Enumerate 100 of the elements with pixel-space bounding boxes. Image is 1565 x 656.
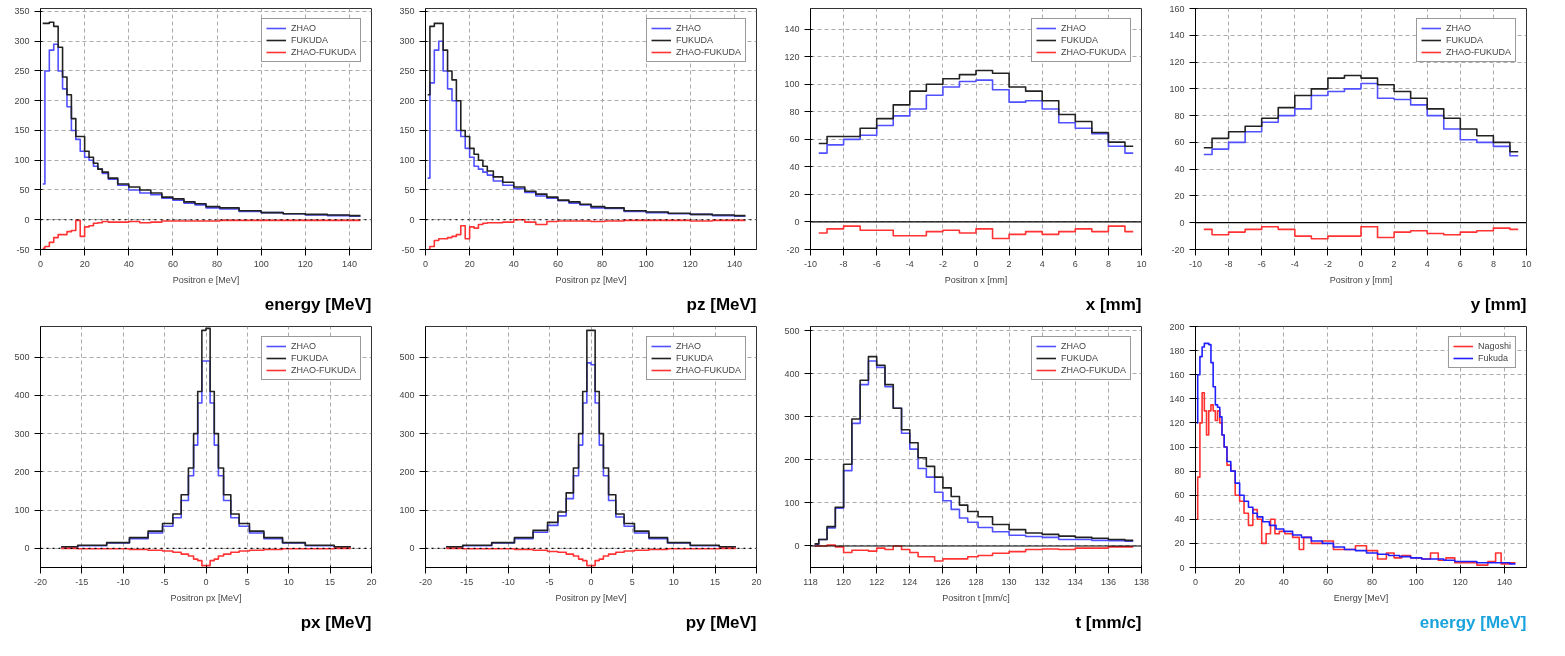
x-tick-label: 40 xyxy=(123,258,134,269)
y-tick-label: 0 xyxy=(24,214,30,225)
x-tick-label: -10 xyxy=(116,576,130,587)
y-tick-label: 100 xyxy=(14,505,30,516)
x-tick-label: 122 xyxy=(869,576,885,587)
y-tick-label: 140 xyxy=(1169,393,1185,404)
y-tick-label: 40 xyxy=(1174,164,1185,175)
y-tick-label: 80 xyxy=(789,106,800,117)
legend-label: ZHAO-FUKUDA xyxy=(1061,47,1126,57)
legend-label: ZHAO-FUKUDA xyxy=(1061,365,1126,375)
y-tick-label: 20 xyxy=(1174,538,1185,549)
x-tick-label: 0 xyxy=(1193,576,1199,587)
y-tick-label: 150 xyxy=(399,125,415,136)
y-tick-label: 60 xyxy=(789,134,800,145)
y-tick-label: 200 xyxy=(784,454,800,465)
y-tick-label: 100 xyxy=(399,505,415,516)
x-tick-label: 60 xyxy=(167,258,178,269)
y-tick-label: 120 xyxy=(1169,57,1185,68)
x-tick-label: -10 xyxy=(1189,258,1203,269)
y-tick-label: 0 xyxy=(409,543,415,554)
y-tick-label: 200 xyxy=(14,95,30,106)
text: y [mm] xyxy=(1470,294,1527,314)
x-tick-label: 120 xyxy=(836,576,852,587)
legend-label: ZHAO xyxy=(291,23,317,33)
x-tick-label: -15 xyxy=(460,576,474,587)
y-tick-label: 160 xyxy=(1169,369,1185,380)
text: x [mm] xyxy=(1085,294,1142,314)
x-tick-label: 0 xyxy=(1358,258,1364,269)
x-tick-label: 138 xyxy=(1133,576,1150,587)
x-tick-label: 10 xyxy=(1136,258,1147,269)
y-tick-label: 300 xyxy=(14,428,30,439)
x-tick-label: 0 xyxy=(973,258,979,269)
x-axis-title: Positron pz [MeV] xyxy=(555,274,627,285)
x-tick-label: 132 xyxy=(1034,576,1050,587)
y-tick-label: 100 xyxy=(399,155,415,166)
x-tick-label: 20 xyxy=(751,576,762,587)
legend-label: ZHAO xyxy=(1446,23,1472,33)
y-tick-label: 180 xyxy=(1169,345,1185,356)
text: energy [MeV] xyxy=(1419,612,1527,632)
legend-label: ZHAO-FUKUDA xyxy=(676,47,741,57)
x-tick-label: 10 xyxy=(668,576,679,587)
y-tick-label: 50 xyxy=(19,184,30,195)
y-tick-label: 250 xyxy=(399,65,415,76)
x-tick-label: 130 xyxy=(1001,576,1017,587)
x-axis-title: Positron y [mm] xyxy=(1329,274,1393,285)
x-tick-label: 5 xyxy=(244,576,250,587)
legend-label: ZHAO-FUKUDA xyxy=(1446,47,1511,57)
x-tick-label: -6 xyxy=(1257,258,1266,269)
x-tick-label: -2 xyxy=(938,258,947,269)
legend-label: FUKUDA xyxy=(1061,35,1099,45)
x-tick-label: 140 xyxy=(341,258,357,269)
legend-label: ZHAO-FUKUDA xyxy=(291,47,356,57)
x-tick-label: 4 xyxy=(1039,258,1045,269)
y-tick-label: 20 xyxy=(789,189,800,200)
x-tick-label: 124 xyxy=(902,576,918,587)
y-tick-label: 120 xyxy=(1169,417,1185,428)
x-tick-label: 40 xyxy=(1278,576,1289,587)
x-axis-title: Positron px [MeV] xyxy=(170,592,242,603)
x-tick-label: 80 xyxy=(212,258,223,269)
y-tick-label: 100 xyxy=(784,79,800,90)
y-tick-label: 500 xyxy=(784,325,800,336)
y-tick-label: 0 xyxy=(794,540,800,551)
y-tick-label: 140 xyxy=(784,24,800,35)
x-axis-title: Positron x [mm] xyxy=(944,274,1008,285)
x-tick-label: 4 xyxy=(1424,258,1430,269)
y-tick-label: 300 xyxy=(14,36,30,47)
x-tick-label: 15 xyxy=(325,576,336,587)
legend-label: ZHAO xyxy=(676,23,702,33)
x-tick-label: 136 xyxy=(1100,576,1116,587)
text: pz [MeV] xyxy=(686,294,757,314)
x-tick-label: 20 xyxy=(1234,576,1245,587)
legend-label: ZHAO-FUKUDA xyxy=(676,365,741,375)
x-tick-label: 20 xyxy=(464,258,475,269)
x-tick-label: 10 xyxy=(283,576,294,587)
x-tick-label: 2 xyxy=(1006,258,1012,269)
legend-label: FUKUDA xyxy=(1061,353,1099,363)
x-tick-label: 100 xyxy=(1408,576,1424,587)
y-tick-label: 0 xyxy=(1179,217,1185,228)
legend-label: ZHAO-FUKUDA xyxy=(291,365,356,375)
y-tick-label: 500 xyxy=(14,352,30,363)
x-tick-label: 140 xyxy=(726,258,742,269)
y-tick-label: 100 xyxy=(14,155,30,166)
x-tick-label: 140 xyxy=(1496,576,1512,587)
x-axis-title: Positron t [mm/c] xyxy=(942,592,1010,603)
y-tick-label: -20 xyxy=(786,244,800,255)
x-tick-label: 134 xyxy=(1067,576,1083,587)
x-tick-label: -20 xyxy=(34,576,48,587)
legend-label: FUKUDA xyxy=(676,353,714,363)
x-tick-label: 0 xyxy=(38,258,44,269)
y-tick-label: 100 xyxy=(784,497,800,508)
y-tick-label: 150 xyxy=(14,125,30,136)
y-tick-label: 300 xyxy=(399,428,415,439)
x-tick-label: 80 xyxy=(597,258,608,269)
x-tick-label: -4 xyxy=(905,258,914,269)
legend-label: ZHAO xyxy=(1061,23,1087,33)
x-tick-label: 8 xyxy=(1490,258,1496,269)
x-tick-label: -10 xyxy=(501,576,515,587)
y-tick-label: -50 xyxy=(16,244,30,255)
x-tick-label: 120 xyxy=(682,258,698,269)
legend-label: ZHAO xyxy=(291,341,317,351)
